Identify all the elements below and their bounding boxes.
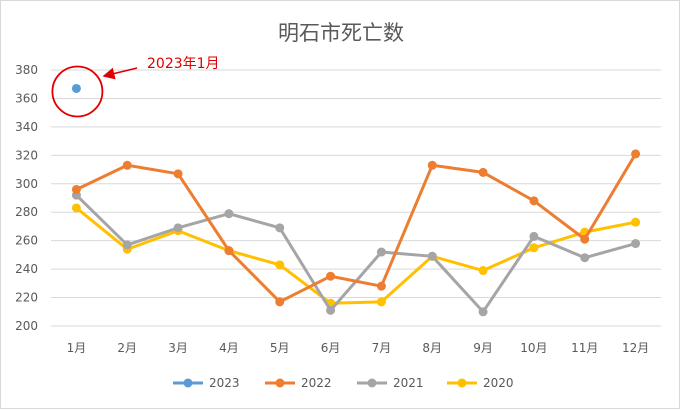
y-tick-label: 340 bbox=[15, 120, 38, 134]
data-point bbox=[71, 83, 81, 93]
data-point bbox=[580, 234, 590, 244]
x-tick-label: 12月 bbox=[622, 341, 649, 355]
legend-marker bbox=[275, 378, 285, 388]
legend-label: 2022 bbox=[301, 376, 332, 390]
y-tick-label: 320 bbox=[15, 148, 38, 162]
x-tick-label: 11月 bbox=[571, 341, 598, 355]
data-point bbox=[376, 297, 386, 307]
data-point bbox=[326, 305, 336, 315]
legend-item-2023: 2023 bbox=[173, 376, 240, 390]
x-tick-label: 2月 bbox=[117, 341, 137, 355]
x-tick-label: 8月 bbox=[422, 341, 442, 355]
annotation: 2023年1月 bbox=[51, 56, 220, 118]
data-point bbox=[529, 196, 539, 206]
data-point bbox=[173, 169, 183, 179]
data-point bbox=[427, 251, 437, 261]
y-tick-label: 360 bbox=[15, 91, 38, 105]
data-point bbox=[122, 240, 132, 250]
annotation-arrow bbox=[102, 67, 138, 80]
data-point bbox=[173, 223, 183, 233]
legend-item-2021: 2021 bbox=[357, 376, 424, 390]
legend-label: 2021 bbox=[393, 376, 424, 390]
y-axis-ticks: 200 220 240 260 280 300 320 340 360 380 bbox=[15, 63, 38, 333]
data-point bbox=[631, 217, 641, 227]
gridlines bbox=[51, 69, 661, 327]
legend-label: 2020 bbox=[483, 376, 514, 390]
legend-item-2022: 2022 bbox=[265, 376, 332, 390]
x-tick-label: 9月 bbox=[473, 341, 493, 355]
y-tick-label: 220 bbox=[15, 291, 38, 305]
data-point bbox=[529, 243, 539, 253]
data-point bbox=[275, 297, 285, 307]
data-point bbox=[326, 271, 336, 281]
x-tick-label: 1月 bbox=[67, 341, 87, 355]
data-point bbox=[478, 266, 488, 276]
data-point bbox=[224, 209, 234, 219]
series-line-2022 bbox=[75, 153, 637, 304]
data-point bbox=[122, 160, 132, 170]
data-point bbox=[71, 184, 81, 194]
data-point bbox=[631, 149, 641, 159]
series-2023 bbox=[71, 83, 81, 93]
series-line-2020 bbox=[75, 206, 636, 305]
x-tick-label: 6月 bbox=[321, 341, 341, 355]
x-tick-label: 10月 bbox=[520, 341, 547, 355]
data-point bbox=[275, 223, 285, 233]
legend-marker bbox=[457, 378, 467, 388]
x-tick-label: 5月 bbox=[270, 341, 290, 355]
series-lines bbox=[71, 83, 641, 317]
y-tick-label: 240 bbox=[15, 262, 38, 276]
data-point bbox=[631, 239, 641, 249]
data-point bbox=[478, 307, 488, 317]
x-tick-label: 4月 bbox=[219, 341, 239, 355]
data-point bbox=[478, 167, 488, 177]
data-point bbox=[376, 247, 386, 257]
y-tick-label: 280 bbox=[15, 205, 38, 219]
data-point bbox=[529, 231, 539, 241]
legend-label: 2023 bbox=[209, 376, 240, 390]
y-tick-label: 380 bbox=[15, 63, 38, 77]
legend-item-2020: 2020 bbox=[447, 376, 514, 390]
legend: 2023 2022 2021 2020 bbox=[173, 376, 514, 390]
legend-marker bbox=[183, 378, 193, 388]
data-point bbox=[580, 253, 590, 263]
x-axis-ticks: 1月 2月 3月 4月 5月 6月 7月 8月 9月 10月 11月 12月 bbox=[67, 341, 650, 355]
chart-title: 明石市死亡数 bbox=[278, 21, 404, 45]
y-tick-label: 300 bbox=[15, 177, 38, 191]
data-point bbox=[224, 246, 234, 256]
y-tick-label: 200 bbox=[15, 319, 38, 333]
y-tick-label: 260 bbox=[15, 234, 38, 248]
x-tick-label: 7月 bbox=[372, 341, 392, 355]
x-tick-label: 3月 bbox=[168, 341, 188, 355]
annotation-circle bbox=[51, 65, 104, 118]
data-point bbox=[427, 160, 437, 170]
data-point bbox=[376, 281, 386, 291]
data-point bbox=[275, 260, 285, 270]
legend-marker bbox=[367, 378, 377, 388]
series-2022 bbox=[71, 149, 641, 307]
series-2020 bbox=[71, 203, 641, 308]
data-point bbox=[71, 203, 81, 213]
annotation-label: 2023年1月 bbox=[147, 56, 220, 72]
